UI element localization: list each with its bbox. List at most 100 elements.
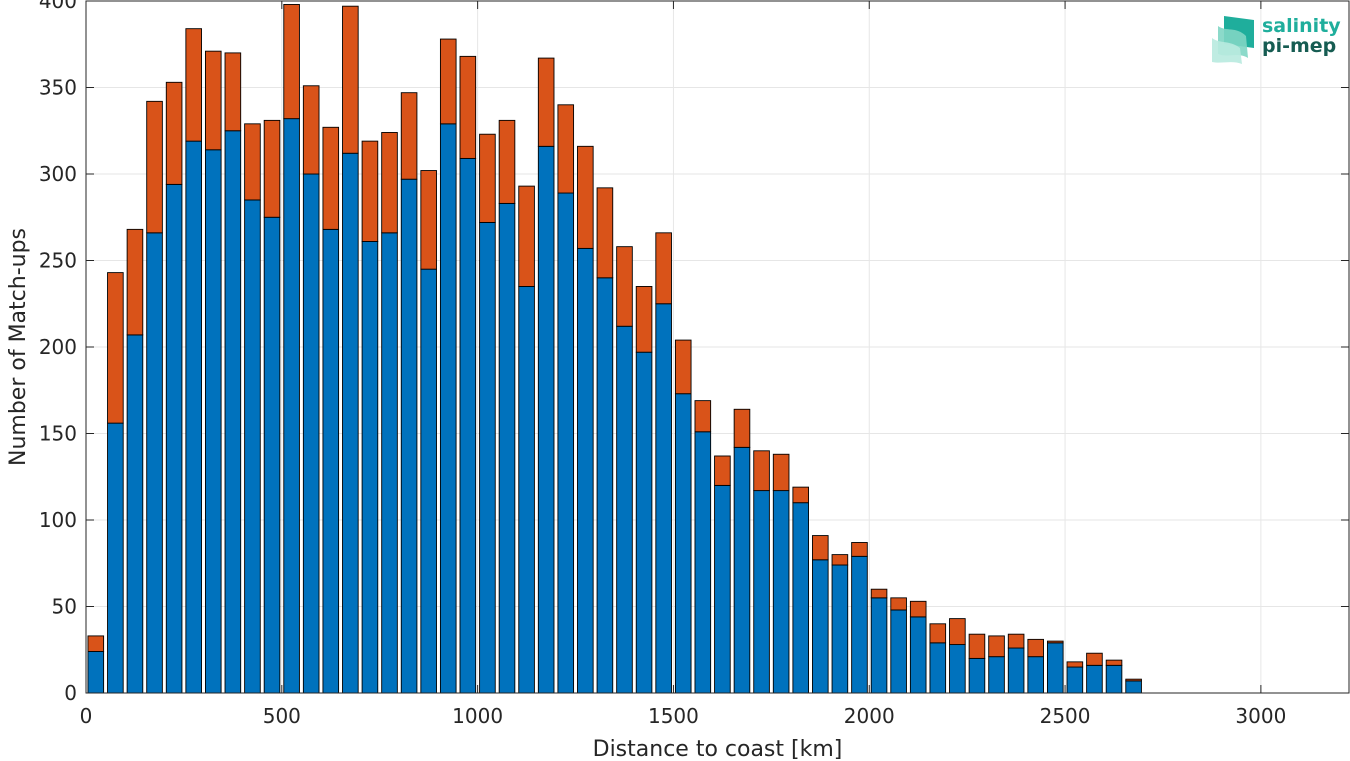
bar-segment-lower bbox=[655, 303, 672, 694]
bar-segment-lower bbox=[831, 564, 849, 694]
bar-segment-lower bbox=[733, 446, 751, 694]
bar-segment-lower bbox=[714, 484, 731, 694]
bar-segment-lower bbox=[107, 422, 124, 694]
bar-segment-upper bbox=[537, 57, 555, 147]
bar-segment-lower bbox=[537, 145, 555, 694]
bar-segment-upper bbox=[577, 145, 594, 249]
bar-segment-lower bbox=[968, 657, 986, 694]
x-tick-label: 2500 bbox=[1040, 704, 1091, 728]
bars bbox=[87, 4, 1142, 694]
bar-segment-upper bbox=[361, 140, 379, 242]
x-axis-label: Distance to coast [km] bbox=[593, 737, 843, 761]
bar-segment-lower bbox=[342, 152, 359, 694]
bar-segment-upper bbox=[733, 408, 751, 448]
bar-segment-upper bbox=[557, 104, 575, 194]
bar-segment-lower bbox=[204, 149, 222, 694]
bar-segment-upper bbox=[890, 597, 907, 611]
bar-segment-lower bbox=[244, 199, 261, 694]
y-tick-label: 200 bbox=[39, 335, 77, 359]
bar-segment-lower bbox=[909, 616, 927, 694]
bar-segment-lower bbox=[459, 157, 477, 694]
bar-segment-lower bbox=[1046, 642, 1064, 694]
bar-segment-lower bbox=[753, 490, 770, 694]
bar-segment-upper bbox=[831, 554, 849, 566]
bar-segment-upper bbox=[714, 455, 731, 486]
bar-segment-lower bbox=[185, 140, 202, 694]
y-tick-label: 350 bbox=[39, 76, 77, 100]
y-tick-label: 0 bbox=[64, 681, 77, 705]
bar-segment-upper bbox=[1086, 652, 1103, 666]
bar-segment-lower bbox=[674, 393, 692, 694]
bar-segment-lower bbox=[1066, 666, 1084, 694]
bar-segment-lower bbox=[1086, 664, 1103, 694]
bar-segment-lower bbox=[1027, 656, 1044, 694]
bar-segment-upper bbox=[244, 123, 261, 201]
bar-segment-upper bbox=[165, 81, 183, 185]
x-tick-label: 2000 bbox=[844, 704, 895, 728]
bar-segment-upper bbox=[1125, 678, 1142, 682]
y-tick-label: 300 bbox=[39, 162, 77, 186]
bar-segment-upper bbox=[596, 187, 614, 279]
y-tick-label: 100 bbox=[39, 508, 77, 532]
bar-segment-lower bbox=[988, 656, 1005, 694]
bar-segment-upper bbox=[1066, 661, 1084, 668]
bar-segment-upper bbox=[929, 623, 947, 644]
x-tick-label: 500 bbox=[263, 704, 301, 728]
bar-segment-lower bbox=[772, 490, 790, 694]
bar-segment-lower bbox=[929, 642, 947, 694]
bar-segment-upper bbox=[616, 246, 633, 327]
salinity-pimep-logo: salinity pi-mep bbox=[1210, 12, 1345, 68]
bar-segment-lower bbox=[635, 351, 653, 694]
bar-segment-lower bbox=[890, 609, 907, 694]
bar-segment-upper bbox=[400, 92, 418, 180]
bar-segment-lower bbox=[224, 130, 242, 694]
bar-segment-lower bbox=[870, 597, 888, 694]
bar-segment-lower bbox=[596, 277, 614, 694]
bar-segment-lower bbox=[420, 268, 437, 694]
bar-segment-lower bbox=[165, 183, 183, 694]
bar-segment-lower bbox=[577, 247, 594, 694]
bar-segment-upper bbox=[1007, 633, 1025, 649]
bar-segment-upper bbox=[870, 588, 888, 599]
bar-segment-upper bbox=[381, 132, 398, 234]
bar-segment-upper bbox=[792, 486, 810, 504]
logo-text-salinity: salinity bbox=[1262, 15, 1341, 37]
bar-segment-upper bbox=[439, 38, 457, 125]
bar-segment-upper bbox=[772, 453, 790, 492]
bar-segment-lower bbox=[1105, 664, 1123, 694]
bar-segment-upper bbox=[518, 185, 535, 287]
bar-segment-lower bbox=[361, 241, 379, 694]
bar-segment-upper bbox=[988, 635, 1005, 658]
y-tick-label: 150 bbox=[39, 422, 77, 446]
waves-icon bbox=[1212, 16, 1254, 64]
bar-segment-lower bbox=[557, 192, 575, 694]
bar-segment-upper bbox=[224, 52, 242, 132]
bar-segment-lower bbox=[518, 286, 535, 694]
bar-segment-lower bbox=[263, 216, 281, 694]
bar-segment-lower bbox=[146, 232, 163, 694]
bar-segment-upper bbox=[949, 618, 966, 646]
bar-segment-upper bbox=[322, 126, 340, 230]
bar-segment-lower bbox=[479, 221, 496, 694]
bar-segment-upper bbox=[479, 133, 496, 223]
bar-segment-upper bbox=[1027, 638, 1044, 658]
bar-segment-upper bbox=[107, 272, 124, 424]
bar-segment-upper bbox=[968, 633, 986, 659]
bar-segment-lower bbox=[439, 123, 457, 694]
bar-segment-upper bbox=[812, 535, 829, 561]
bar-segment-upper bbox=[498, 119, 516, 204]
bar-segment-lower bbox=[126, 334, 144, 694]
bar-segment-lower bbox=[283, 118, 300, 694]
bar-segment-lower bbox=[498, 202, 516, 694]
bar-segment-lower bbox=[1007, 647, 1025, 694]
y-axis-label: Number of Match-ups bbox=[6, 228, 31, 466]
ticks: 0 500 1000 1500 2000 2500 3000 0 50 100 150 200 250 3… bbox=[39, 0, 1349, 728]
bar-segment-upper bbox=[185, 28, 202, 142]
bar-segment-lower bbox=[694, 431, 712, 694]
x-tick-label: 1500 bbox=[648, 704, 699, 728]
bar-segment-upper bbox=[126, 228, 144, 336]
bar-segment-upper bbox=[459, 55, 477, 159]
bar-segment-upper bbox=[146, 100, 163, 234]
bar-segment-upper bbox=[674, 339, 692, 395]
